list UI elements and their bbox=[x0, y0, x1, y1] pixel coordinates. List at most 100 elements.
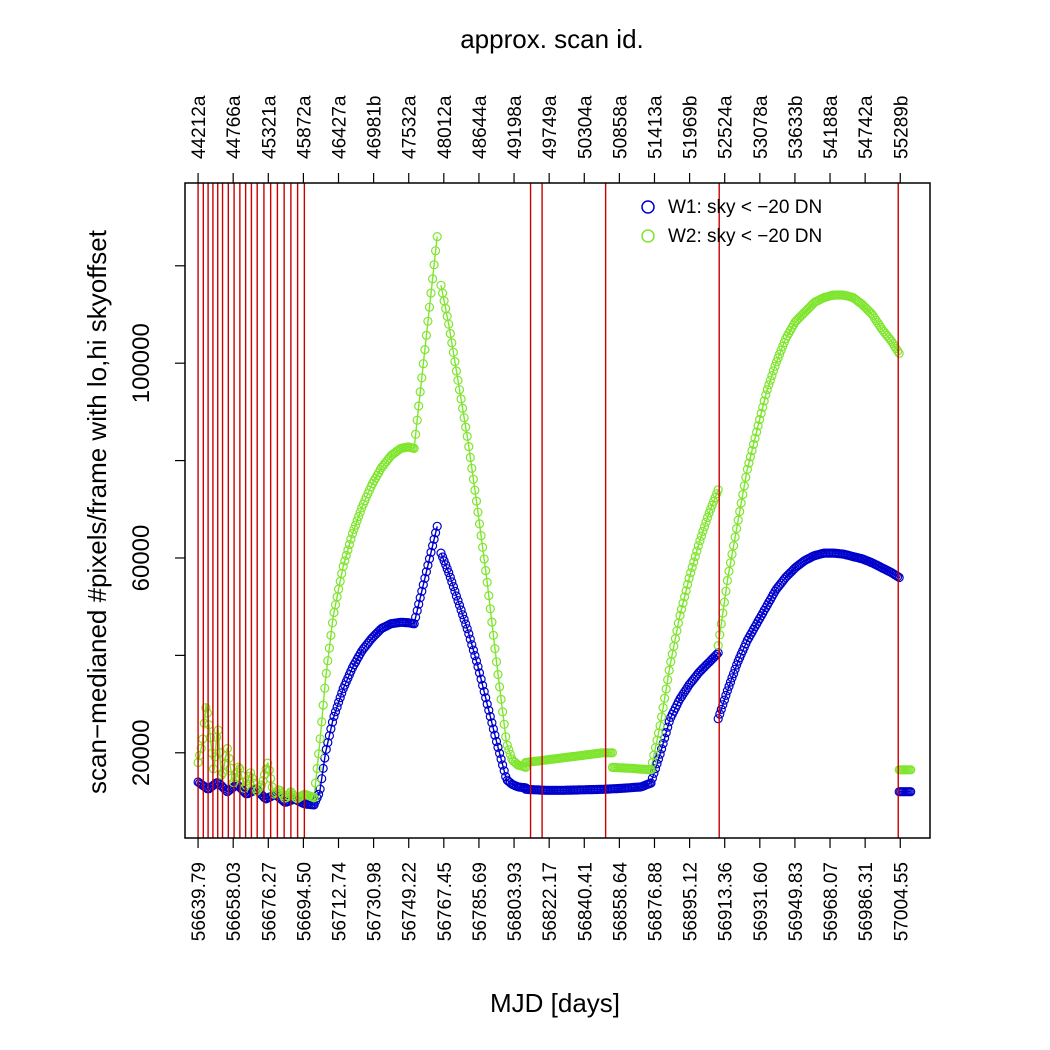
series-2-point bbox=[716, 619, 726, 629]
series-2-point bbox=[490, 643, 500, 654]
series-2-point bbox=[222, 743, 232, 754]
x-tick-label-bottom: 56931.60 bbox=[751, 862, 772, 941]
x-tick-label-top: 50858a bbox=[610, 95, 631, 159]
series-2-point bbox=[476, 530, 486, 541]
series-2-point bbox=[731, 523, 742, 534]
series-2-point bbox=[456, 394, 466, 404]
series-2-point bbox=[471, 496, 482, 506]
series-2-point bbox=[426, 288, 436, 298]
series-2-point bbox=[702, 512, 713, 523]
series-2-point bbox=[868, 311, 878, 321]
series-1-point bbox=[453, 595, 463, 606]
series-2-point bbox=[495, 682, 505, 692]
x-tick-label-top: 53633b bbox=[786, 96, 807, 159]
series-2-point bbox=[445, 329, 455, 339]
series-1-point bbox=[698, 663, 708, 674]
series-2-point bbox=[347, 528, 358, 539]
series-1-point bbox=[785, 568, 795, 578]
y-tick-label: 60000 bbox=[128, 525, 155, 592]
series-2-point bbox=[738, 489, 748, 500]
series-2-point bbox=[727, 549, 737, 559]
series-1-point bbox=[707, 654, 717, 664]
series-2-point bbox=[464, 442, 474, 452]
series-1-point bbox=[330, 707, 341, 717]
series-2-point bbox=[432, 232, 442, 242]
series-1-point bbox=[484, 705, 494, 715]
x-tick-label-top: 46427a bbox=[330, 95, 351, 159]
series-2-point bbox=[754, 415, 765, 425]
series-1-point bbox=[730, 664, 740, 674]
series-2-point bbox=[773, 353, 783, 363]
series-2-point bbox=[656, 712, 667, 722]
x-tick-label-top: 51969b bbox=[681, 96, 702, 159]
series-1-point bbox=[487, 718, 497, 728]
series-2-point bbox=[323, 656, 333, 666]
x-tick-label-bottom: 56785.69 bbox=[470, 862, 491, 941]
series-1-point bbox=[713, 648, 723, 658]
series-2-point bbox=[314, 749, 324, 759]
series-1-point bbox=[722, 686, 733, 696]
series-1-point bbox=[454, 600, 465, 610]
series-2-point bbox=[762, 384, 772, 395]
series-1-point bbox=[712, 649, 722, 660]
series-2-point bbox=[705, 504, 716, 514]
series-2-point bbox=[768, 366, 779, 376]
x-tick-label-bottom: 56895.12 bbox=[681, 862, 702, 941]
series-2-point bbox=[341, 550, 351, 561]
x-tick-label-bottom: 56712.74 bbox=[330, 862, 351, 942]
x-tick-label-top: 46981b bbox=[365, 96, 386, 159]
series-1-point bbox=[428, 541, 438, 551]
x-tick-label-bottom: 56694.50 bbox=[294, 862, 315, 941]
series-2-point bbox=[412, 415, 422, 425]
x-tick-label-bottom: 56858.64 bbox=[610, 862, 631, 942]
series-2-point bbox=[756, 408, 766, 418]
x-axis-label: MJD [days] bbox=[490, 988, 620, 1018]
series-1-point bbox=[675, 694, 685, 704]
x-tick-label-top: 45321a bbox=[259, 95, 280, 159]
series-2-point bbox=[701, 517, 711, 527]
series-2-point bbox=[753, 421, 763, 431]
series-2-point bbox=[465, 452, 475, 463]
series-2-point bbox=[745, 452, 756, 462]
series-1-point bbox=[478, 680, 488, 691]
x-tick-label-top: 50304a bbox=[575, 95, 596, 159]
series-1-point bbox=[679, 687, 690, 697]
series-2-point bbox=[431, 246, 441, 256]
series-2-point bbox=[730, 532, 740, 542]
series-1-point bbox=[414, 599, 424, 609]
series-2-point bbox=[744, 458, 754, 468]
series-2-point bbox=[448, 347, 458, 357]
series-2-point bbox=[418, 359, 428, 369]
series-1-line-3 bbox=[413, 526, 438, 624]
series-1-point bbox=[321, 744, 331, 755]
series-2-point bbox=[695, 536, 705, 546]
series-2-point bbox=[886, 336, 897, 346]
series-1-point bbox=[699, 662, 710, 672]
series-1-point bbox=[652, 759, 662, 769]
series-1-point bbox=[495, 748, 505, 758]
series-1-point bbox=[317, 774, 327, 784]
series-2-point bbox=[478, 542, 488, 552]
series-1-point bbox=[646, 778, 656, 788]
series-2-point bbox=[761, 390, 771, 400]
x-tick-label-top: 52524a bbox=[716, 95, 737, 159]
series-2-point bbox=[857, 300, 868, 310]
series-1-point bbox=[716, 704, 726, 715]
x-tick-label-top: 53078a bbox=[751, 95, 772, 159]
series-2-point bbox=[324, 643, 334, 653]
series-2-point bbox=[451, 366, 461, 376]
series-2-point bbox=[467, 463, 477, 473]
series-1-point bbox=[444, 567, 454, 578]
series-2-point bbox=[196, 743, 206, 753]
x-tick-label-top: 49198a bbox=[505, 95, 526, 159]
series-2-point bbox=[713, 485, 723, 495]
series-2-point bbox=[246, 768, 256, 778]
series-2-point bbox=[721, 586, 731, 596]
series-2-point bbox=[739, 481, 749, 491]
series-1-point bbox=[369, 631, 379, 641]
series-2-point bbox=[264, 765, 274, 775]
series-1-point bbox=[782, 571, 792, 581]
y-axis: 20000 60000 100000 bbox=[128, 265, 185, 786]
series-1-point bbox=[335, 692, 345, 703]
